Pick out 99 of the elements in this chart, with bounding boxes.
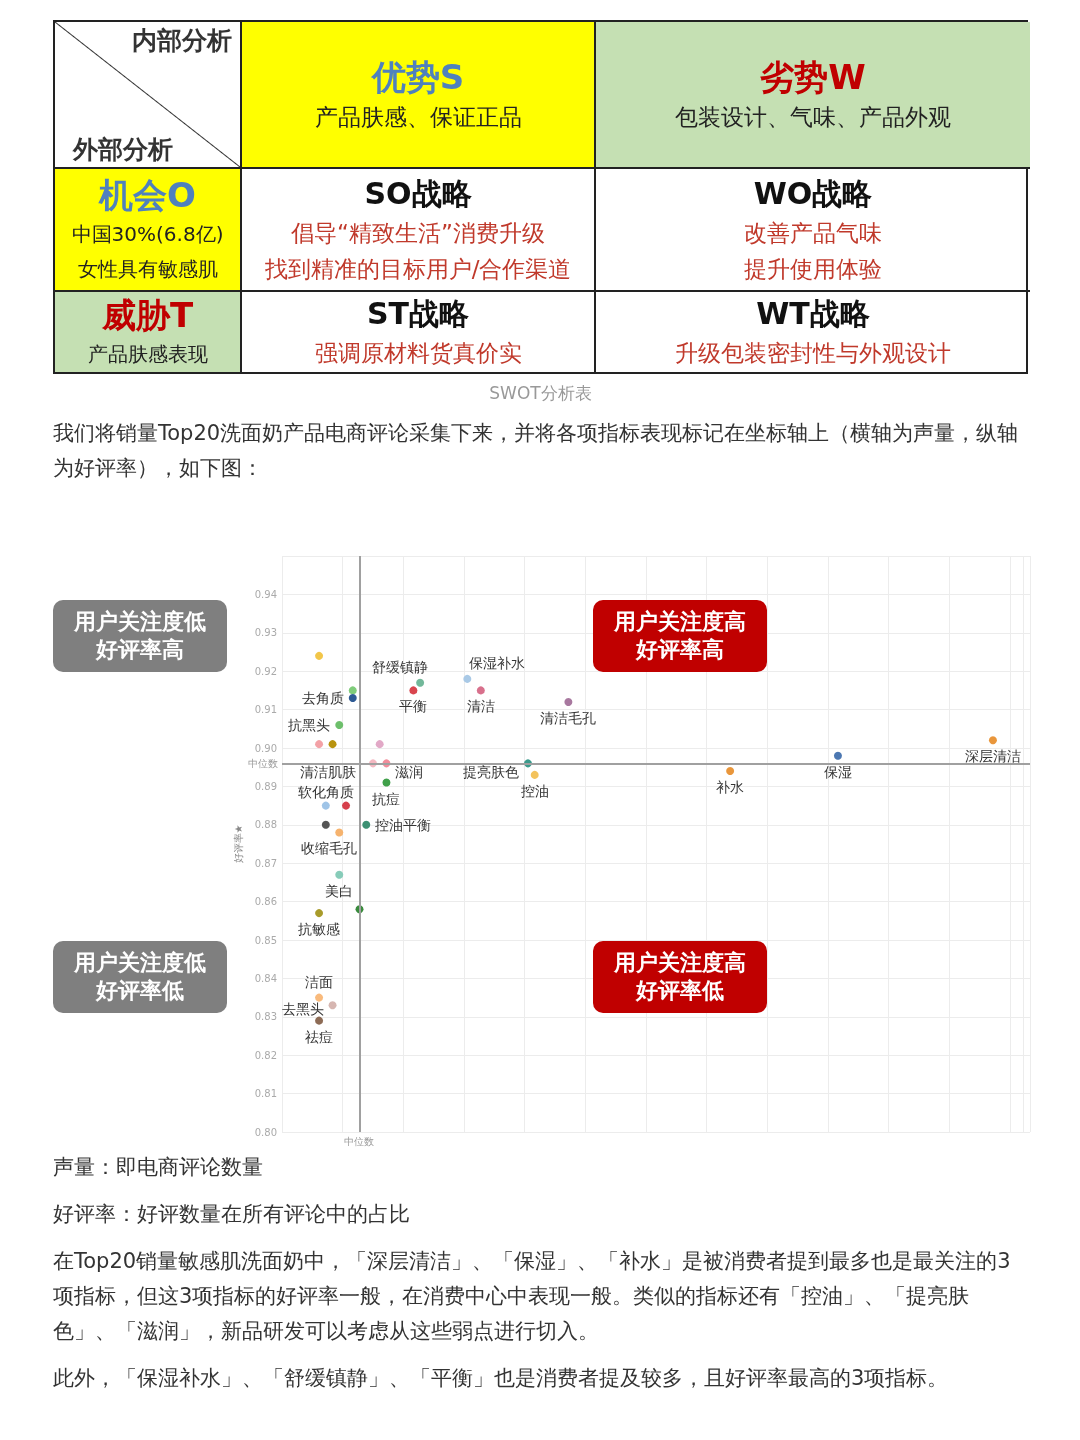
text: 强调原材料货真价实: [314, 339, 522, 368]
point: [315, 1016, 324, 1025]
ref-line-label: 中位数: [248, 757, 278, 769]
text: 威胁T: [101, 293, 194, 337]
data-label: 去黑头: [281, 1001, 324, 1018]
text: WO战略: [753, 174, 873, 213]
y-tick-label: 0.82: [254, 1049, 277, 1061]
data-label: 控油: [520, 782, 549, 799]
data-label: 滋润: [395, 764, 424, 781]
y-tick-label: 0.80: [254, 1126, 277, 1138]
point: [321, 801, 330, 810]
point: [362, 820, 371, 829]
data-label: 深层清洁: [964, 748, 1021, 765]
point: [315, 993, 324, 1002]
data-label: 提亮肤色: [462, 764, 519, 781]
point: [564, 697, 573, 706]
text: ST战略: [366, 295, 470, 333]
y-tick-label: 0.91: [254, 704, 277, 716]
annotation: 用户关注度高好评率高: [593, 600, 767, 672]
y-tick-label: 0.90: [254, 742, 277, 754]
data-label: 平衡: [399, 698, 428, 715]
text: 提升使用体验: [744, 254, 882, 284]
point: [476, 686, 485, 695]
data-label: 清洁肌肤: [299, 764, 356, 781]
point: [321, 820, 330, 829]
text: SO战略: [364, 174, 472, 213]
y-tick-label: 0.81: [254, 1088, 277, 1100]
point: [530, 770, 539, 779]
text: 内部分析: [132, 26, 232, 56]
point: [348, 694, 357, 703]
text: 优势S: [371, 55, 465, 99]
y-tick-label: 0.83: [254, 1011, 277, 1023]
text: 我们将销量Top20洗面奶产品电商评论采集下来，并将各项指标表现标记在坐标轴上（横轴为声量，纵轴为好评率），如下图：: [53, 420, 1020, 482]
text: 用户关注度低好评率高: [53, 600, 227, 672]
y-tick-label: 0.86: [254, 896, 277, 908]
text: 产品肤感表现: [87, 340, 208, 368]
data-label: 舒缓镇静: [372, 658, 429, 675]
y-axis-title: 好评率★: [233, 824, 245, 864]
text: 找到精准的目标用户/合作渠道: [264, 254, 572, 284]
data-label: 补水: [716, 779, 745, 796]
point: [335, 720, 344, 729]
text: 此外，「保湿补水」、「舒缓镇静」、「平衡」也是消费者提及较多，且好评率最高的3项指标。: [53, 1365, 950, 1392]
y-tick-label: 0.92: [254, 665, 277, 677]
text: WT战略: [756, 295, 870, 333]
point: [375, 740, 384, 749]
y-tick-label: 0.84: [254, 972, 277, 984]
data-label: 保湿补水: [469, 654, 526, 671]
y-tick-label: 0.88: [254, 819, 277, 831]
point: [342, 801, 351, 810]
text: 倡导“精致生活”消费升级: [291, 218, 545, 248]
text: 包装设计、气味、产品外观: [675, 102, 951, 132]
point: [409, 686, 418, 695]
point: [463, 674, 472, 683]
point: [335, 870, 344, 879]
data-label: 抗黑头: [288, 716, 331, 733]
text: 声量：即电商评论数量: [53, 1154, 264, 1181]
data-label: 收缩毛孔: [301, 840, 358, 857]
data-label: 祛痘: [305, 1028, 334, 1045]
annotation: 用户关注度高好评率低: [593, 941, 767, 1013]
point: [328, 1001, 337, 1010]
text: 中位数: [344, 1135, 375, 1147]
point: [328, 740, 337, 749]
text: 女性具有敏感肌: [77, 255, 218, 283]
point: [348, 686, 357, 695]
text: 用户关注度低好评率低: [53, 941, 227, 1013]
text: 外部分析: [73, 135, 173, 165]
text: 机会O: [99, 173, 196, 217]
data-label: 去角质: [301, 690, 344, 707]
text: 中国30%(6.8亿): [71, 220, 224, 248]
y-tick-label: 0.93: [254, 627, 277, 639]
text: 改善产品气味: [744, 218, 882, 248]
text: 好评率：好评数量在所有评论中的占比: [53, 1201, 411, 1228]
text: 在Top20销量敏感肌洗面奶中，「深层清洁」、「保湿」、「补水」是被消费者提到最多也是最关注的3项指标，但这3项指标的好评率一般，在消费中心中表现一般。类似的指标还有「控油」、「提亮肤色」、「滋润」，新品研发可以考虑从这些弱点进行切入。: [53, 1248, 1012, 1345]
point: [315, 740, 324, 749]
data-label: 美白: [325, 882, 354, 899]
point: [335, 828, 344, 837]
text: 升级包装密封性与外观设计: [675, 339, 951, 368]
point: [726, 767, 735, 776]
data-label: 抗敏感: [298, 921, 341, 938]
text: SWOT分析表: [488, 382, 593, 405]
y-tick-label: 0.94: [254, 588, 277, 600]
y-tick-label: 0.85: [254, 934, 277, 946]
text: 产品肤感、保证正品: [314, 102, 522, 132]
point: [988, 736, 997, 745]
data-label: 清洁: [466, 698, 495, 715]
point: [315, 651, 324, 660]
point: [416, 678, 425, 687]
data-label: 软化角质: [297, 783, 354, 800]
point: [833, 751, 842, 760]
point: [315, 909, 324, 918]
y-tick-label: 0.87: [254, 857, 277, 869]
data-label: 洁面: [305, 973, 334, 990]
data-label: 抗痘: [372, 790, 401, 807]
text: 劣势W: [760, 55, 866, 99]
data-label: 保湿: [823, 763, 852, 780]
y-tick-label: 0.89: [254, 780, 277, 792]
data-label: 清洁毛孔: [540, 709, 597, 726]
point: [382, 778, 391, 787]
data-label: 控油平衡: [375, 816, 432, 833]
